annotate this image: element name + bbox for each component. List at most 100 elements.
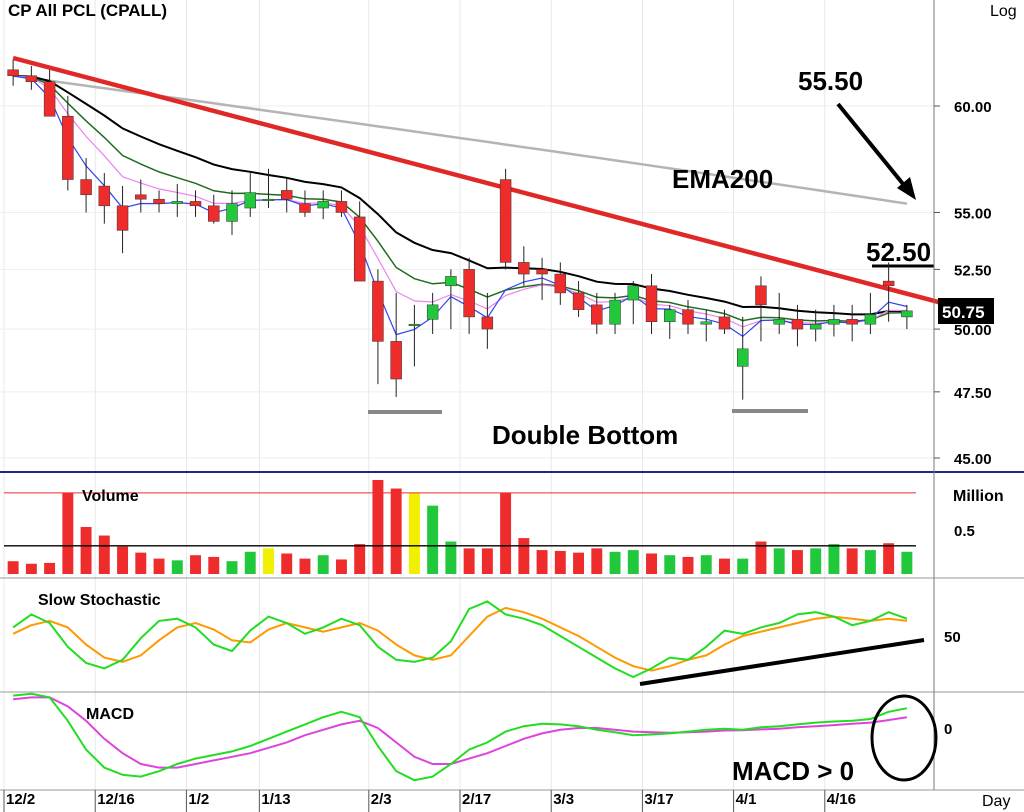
candle-body	[353, 216, 366, 282]
volume-bar	[427, 505, 439, 574]
candle-body	[43, 81, 56, 117]
candle-body	[718, 316, 731, 330]
price-tick-label: 60.00	[954, 99, 992, 116]
volume-bar	[117, 546, 129, 574]
resistance-label: 52.50	[866, 237, 931, 267]
volume-bar	[171, 560, 183, 574]
stoch-d-line	[12, 606, 908, 672]
ema200-label: EMA200	[672, 164, 773, 194]
stoch-tick-label: 50	[944, 629, 961, 646]
volume-bar	[445, 541, 457, 574]
candle-body	[280, 190, 293, 200]
volume-bar	[25, 563, 37, 574]
macd-signal-line	[13, 696, 908, 769]
date-label: 4/16	[827, 791, 856, 808]
volume-bar	[281, 553, 293, 574]
volume-bar	[828, 544, 840, 574]
volume-bar	[791, 550, 803, 574]
candle-body	[463, 269, 475, 318]
candle-body	[664, 309, 676, 323]
candle-body	[208, 205, 220, 222]
candle-body	[536, 269, 548, 275]
volume-bar	[810, 548, 822, 574]
target-price-label: 55.50	[798, 66, 863, 96]
candle-body	[481, 316, 494, 330]
volume-bar	[500, 492, 512, 574]
candle-body	[390, 341, 402, 380]
candle-body	[791, 319, 804, 330]
macd-note-label: MACD > 0	[732, 756, 854, 786]
candle-body	[809, 323, 822, 330]
candle-body	[700, 321, 712, 325]
date-label: 3/17	[644, 791, 673, 808]
trendline-layer	[12, 55, 941, 414]
macd-lines: MACD	[13, 692, 908, 782]
candle-body	[116, 205, 129, 231]
volume-bar	[719, 558, 730, 574]
volume-bars: Volume	[4, 480, 916, 574]
volume-bar	[408, 492, 420, 574]
candle-body	[244, 192, 256, 209]
candle-body	[445, 276, 457, 287]
volume-bar	[609, 551, 621, 574]
candle-body	[682, 309, 694, 325]
candle-body	[609, 299, 621, 325]
volume-bar	[883, 543, 895, 574]
scale-label: Log	[990, 3, 1017, 20]
chart-title: CP All PCL (CPALL)	[8, 1, 167, 20]
volume-bar	[646, 553, 657, 574]
candle-body	[627, 285, 640, 301]
volume-bar	[153, 558, 165, 574]
volume-bar	[135, 552, 147, 574]
last-price-box	[938, 298, 994, 324]
date-label: 1/13	[261, 791, 290, 808]
candle-body	[171, 201, 184, 204]
target-arrow-shaft	[836, 102, 914, 197]
candle-body	[645, 285, 658, 323]
volume-bar	[98, 535, 110, 574]
candle-body	[426, 304, 439, 320]
volume-bar	[244, 551, 256, 574]
volume-bar	[62, 492, 74, 574]
stoch-trendline	[639, 638, 925, 686]
annotations: 55.50 EMA200 52.50 50.75 Double Bottom MACD >…	[492, 66, 994, 786]
candle-body	[262, 198, 275, 201]
candle-body	[572, 292, 585, 310]
date-label: 4/1	[736, 791, 757, 808]
price-tick-label: 55.00	[954, 205, 992, 222]
candle-body	[153, 198, 165, 204]
candle-body	[98, 185, 111, 207]
macd-line	[13, 692, 908, 782]
price-candles	[7, 59, 913, 400]
date-label: 3/3	[553, 791, 574, 808]
candle-body	[554, 273, 567, 294]
candle-body	[372, 280, 384, 342]
volume-bar	[518, 538, 530, 574]
volume-bar	[263, 548, 274, 574]
volume-bar	[354, 544, 366, 574]
candle-body	[755, 285, 767, 306]
volume-bar	[664, 555, 676, 574]
date-label: 2/3	[371, 791, 392, 808]
volume-bar	[317, 555, 329, 574]
stoch-title: Slow Stochastic	[38, 592, 161, 609]
candle-body	[7, 69, 19, 77]
date-label: 12/16	[97, 791, 135, 808]
volume-bar	[682, 556, 694, 574]
volume-bar	[335, 559, 347, 574]
last-price-label: 50.75	[942, 303, 985, 322]
volume-bar	[846, 548, 858, 574]
candle-body	[591, 304, 603, 325]
volume-bar	[299, 558, 311, 574]
volume-bar	[554, 550, 566, 574]
volume-bar	[481, 548, 493, 574]
volume-bar	[591, 548, 603, 574]
candle-body	[62, 115, 74, 180]
volume-bar	[773, 548, 785, 574]
x-axis-label: Day	[982, 793, 1010, 810]
down-trendline	[12, 55, 941, 305]
price-tick-label: 45.00	[954, 451, 992, 468]
volume-bar	[372, 480, 384, 574]
volume-bar	[755, 541, 767, 574]
